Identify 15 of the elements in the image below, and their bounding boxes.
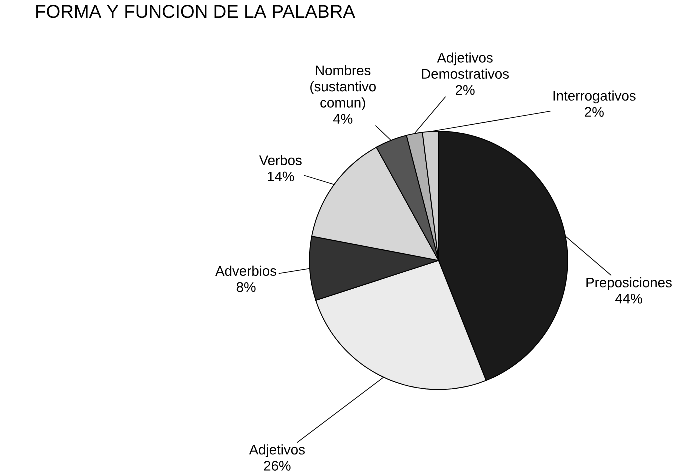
data-label: 8% <box>236 282 256 292</box>
data-label: 2% <box>456 85 475 95</box>
slice-label: Adjetivos Demostrativos <box>422 52 510 79</box>
slice-label: Verbos <box>259 155 302 166</box>
chart-title: FORMA Y FUNCION DE LA PALABRA <box>36 4 356 18</box>
slice-label: Nombres (sustantivo comun) <box>310 65 376 110</box>
slice-label: Preposiciones <box>586 277 672 290</box>
slice-label: Interrogativos <box>554 90 636 104</box>
data-label: 14% <box>268 172 294 182</box>
data-label: 26% <box>264 460 291 471</box>
data-label: 2% <box>585 107 604 117</box>
slice-label: Adverbios <box>216 266 277 276</box>
slice-label: Adjetivos <box>249 444 305 458</box>
data-label: 4% <box>333 114 353 124</box>
data-label: 44% <box>615 294 642 304</box>
